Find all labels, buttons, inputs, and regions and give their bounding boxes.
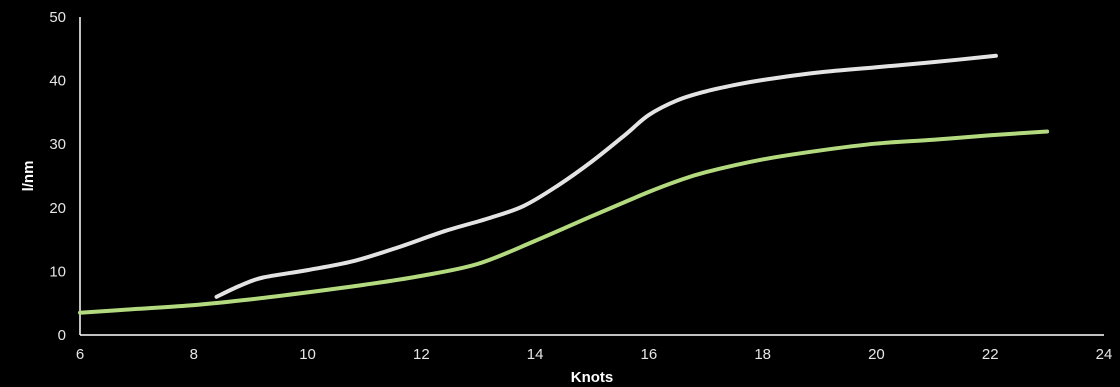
x-tick-label: 10 bbox=[299, 346, 316, 363]
x-tick-label: 14 bbox=[527, 346, 544, 363]
x-tick-label: 20 bbox=[868, 346, 885, 363]
y-tick-label: 30 bbox=[49, 136, 66, 153]
y-tick-label: 0 bbox=[58, 327, 66, 344]
x-tick-label: 24 bbox=[1096, 346, 1113, 363]
series-group bbox=[78, 53, 1050, 315]
x-tick-label: 18 bbox=[754, 346, 771, 363]
y-tick-label: 20 bbox=[49, 200, 66, 217]
x-tick-label: 6 bbox=[76, 346, 84, 363]
x-tick-label: 8 bbox=[190, 346, 198, 363]
series-line-2 bbox=[78, 129, 1050, 315]
x-tick-label: 22 bbox=[982, 346, 999, 363]
x-axis-ticks: 6 8 10 12 14 16 18 20 22 24 bbox=[76, 346, 1113, 363]
y-axis-title: l/nm bbox=[20, 161, 37, 192]
y-axis-ticks: 0 10 20 30 40 50 bbox=[49, 9, 66, 344]
x-tick-label: 16 bbox=[641, 346, 658, 363]
y-tick-label: 40 bbox=[49, 73, 66, 90]
y-tick-label: 50 bbox=[49, 9, 66, 26]
x-tick-label: 12 bbox=[413, 346, 430, 363]
series-line-1 bbox=[214, 53, 998, 299]
y-tick-label: 10 bbox=[49, 263, 66, 280]
x-axis-title: Knots bbox=[571, 369, 614, 386]
